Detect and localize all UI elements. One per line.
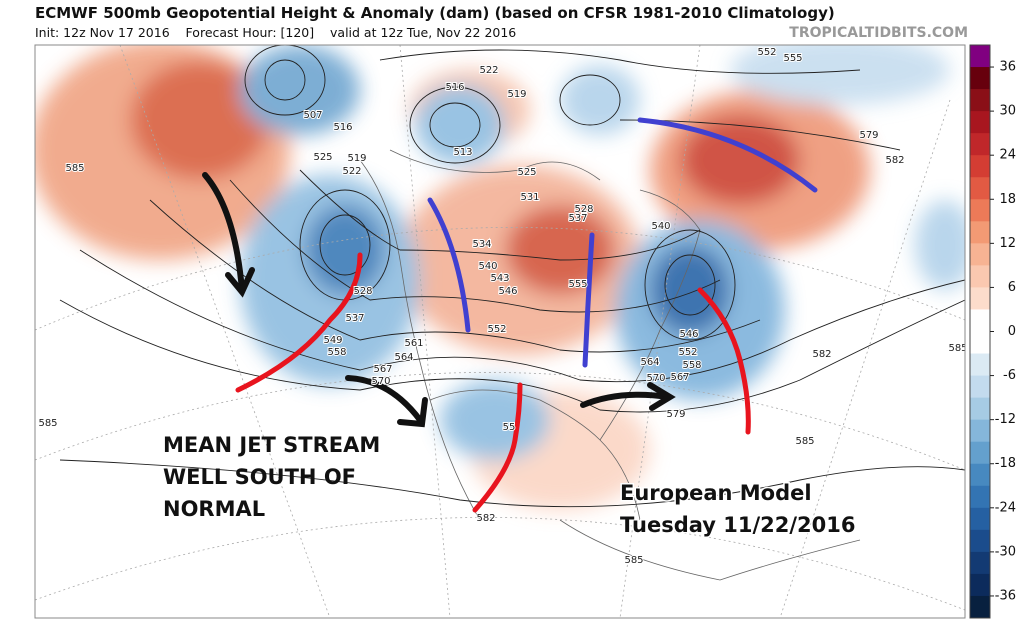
contour-label: 585 — [948, 343, 967, 354]
colorbar-band — [970, 397, 990, 421]
contour-label: 549 — [323, 335, 342, 346]
contour-label: 552 — [678, 347, 697, 358]
colorbar-band — [970, 199, 990, 222]
colorbar-band — [970, 331, 990, 355]
annotation: NORMAL — [163, 497, 265, 521]
contour-label: 558 — [682, 360, 701, 371]
colorbar-label: -12 — [995, 412, 1016, 427]
colorbar-band — [970, 67, 990, 90]
contour-label: 585 — [624, 555, 643, 566]
colorbar-band — [970, 595, 990, 619]
colorbar-band — [970, 309, 990, 332]
contour-label: 546 — [498, 286, 517, 297]
contour-label: 525 — [313, 152, 332, 163]
contour-label: 540 — [651, 221, 670, 232]
colorbar-label: 36 — [999, 60, 1016, 75]
colorbar-label: -30 — [995, 544, 1016, 559]
contour-label: 585 — [65, 163, 84, 174]
colorbar-band — [970, 89, 990, 112]
contour-label: 552 — [757, 47, 776, 58]
colorbar-band — [970, 551, 990, 575]
colorbar-band — [970, 45, 990, 68]
colorbar-label: 0 — [1008, 324, 1016, 339]
contour-label: 507 — [303, 110, 322, 121]
contour-label: 558 — [327, 347, 346, 358]
contour-label: 579 — [666, 409, 685, 420]
colorbar-band — [970, 419, 990, 443]
colorbar-label: -36 — [995, 588, 1016, 603]
contour-label: 552 — [487, 324, 506, 335]
contour-label: 585 — [795, 436, 814, 447]
credit: TROPICALTIDBITS.COM — [789, 25, 968, 41]
contour-label: 570 — [646, 373, 665, 384]
contour-label: 546 — [679, 329, 698, 340]
colorbar-label: 18 — [999, 192, 1016, 207]
contour-label: 528 — [574, 204, 593, 215]
subtitle: Init: 12z Nov 17 2016 Forecast Hour: [12… — [35, 25, 516, 40]
colorbar-band — [970, 529, 990, 553]
contour-label: 567 — [670, 372, 689, 383]
colorbar-band — [970, 573, 990, 597]
colorbar-label: 12 — [999, 236, 1016, 251]
colorbar-band — [970, 507, 990, 531]
contour-label: 561 — [404, 338, 423, 349]
contour-label: 519 — [347, 153, 366, 164]
contour-label: 528 — [353, 286, 372, 297]
contour-label: 543 — [490, 273, 509, 284]
title: ECMWF 500mb Geopotential Height & Anomal… — [35, 4, 835, 22]
contour-label: 522 — [342, 166, 361, 177]
contour-label: 540 — [478, 261, 497, 272]
colorbar-band — [970, 133, 990, 156]
contour-label: 537 — [568, 213, 587, 224]
contour-label: 519 — [507, 89, 526, 100]
colorbar-band — [970, 155, 990, 178]
contour-label: 582 — [812, 349, 831, 360]
annotation: WELL SOUTH OF — [163, 465, 356, 489]
colorbar-band — [970, 463, 990, 487]
contour-label: 585 — [38, 418, 57, 429]
contour-label: 525 — [517, 167, 536, 178]
contour-label: 582 — [885, 155, 904, 166]
colorbar-label: -6 — [1003, 368, 1016, 383]
colorbar-band — [970, 177, 990, 200]
colorbar-band — [970, 265, 990, 288]
contour-label: 570 — [371, 376, 390, 387]
contour-label: 564 — [394, 352, 413, 363]
colorbar-band — [970, 353, 990, 377]
annotation: MEAN JET STREAM — [163, 433, 380, 457]
colorbar-label: -24 — [995, 500, 1016, 515]
colorbar-label: 30 — [999, 104, 1016, 119]
contour-label: 564 — [640, 357, 659, 368]
contour-label: 582 — [476, 513, 495, 524]
colorbar-label: 24 — [999, 148, 1016, 163]
annotation: Tuesday 11/22/2016 — [620, 513, 856, 537]
contour-label: 516 — [333, 122, 352, 133]
colorbar-band — [970, 111, 990, 134]
contour-label: 513 — [453, 147, 472, 158]
contour-label: 555 — [568, 279, 587, 290]
map-frame — [34, 44, 966, 619]
contour-label: 579 — [859, 130, 878, 141]
contour-label: 534 — [472, 239, 491, 250]
contour-label: 531 — [520, 192, 539, 203]
colorbar-band — [970, 375, 990, 399]
colorbar: 36 30 24 18 12 6 0 -6 -12 -18 -24 -30 -36 — [969, 44, 1016, 619]
contour-label: 522 — [479, 65, 498, 76]
colorbar-label: -18 — [995, 456, 1016, 471]
colorbar-band — [970, 221, 990, 244]
colorbar-band — [970, 485, 990, 509]
annotation: European Model — [620, 481, 812, 505]
colorbar-band — [970, 441, 990, 465]
contour-label: 516 — [445, 82, 464, 93]
contour-label: 567 — [373, 364, 392, 375]
colorbar-label: 6 — [1008, 280, 1016, 295]
contour-label: 55 — [503, 422, 516, 433]
colorbar-band — [970, 287, 990, 310]
contour-label: 555 — [783, 53, 802, 64]
contour-label: 537 — [345, 313, 364, 324]
colorbar-band — [970, 243, 990, 266]
